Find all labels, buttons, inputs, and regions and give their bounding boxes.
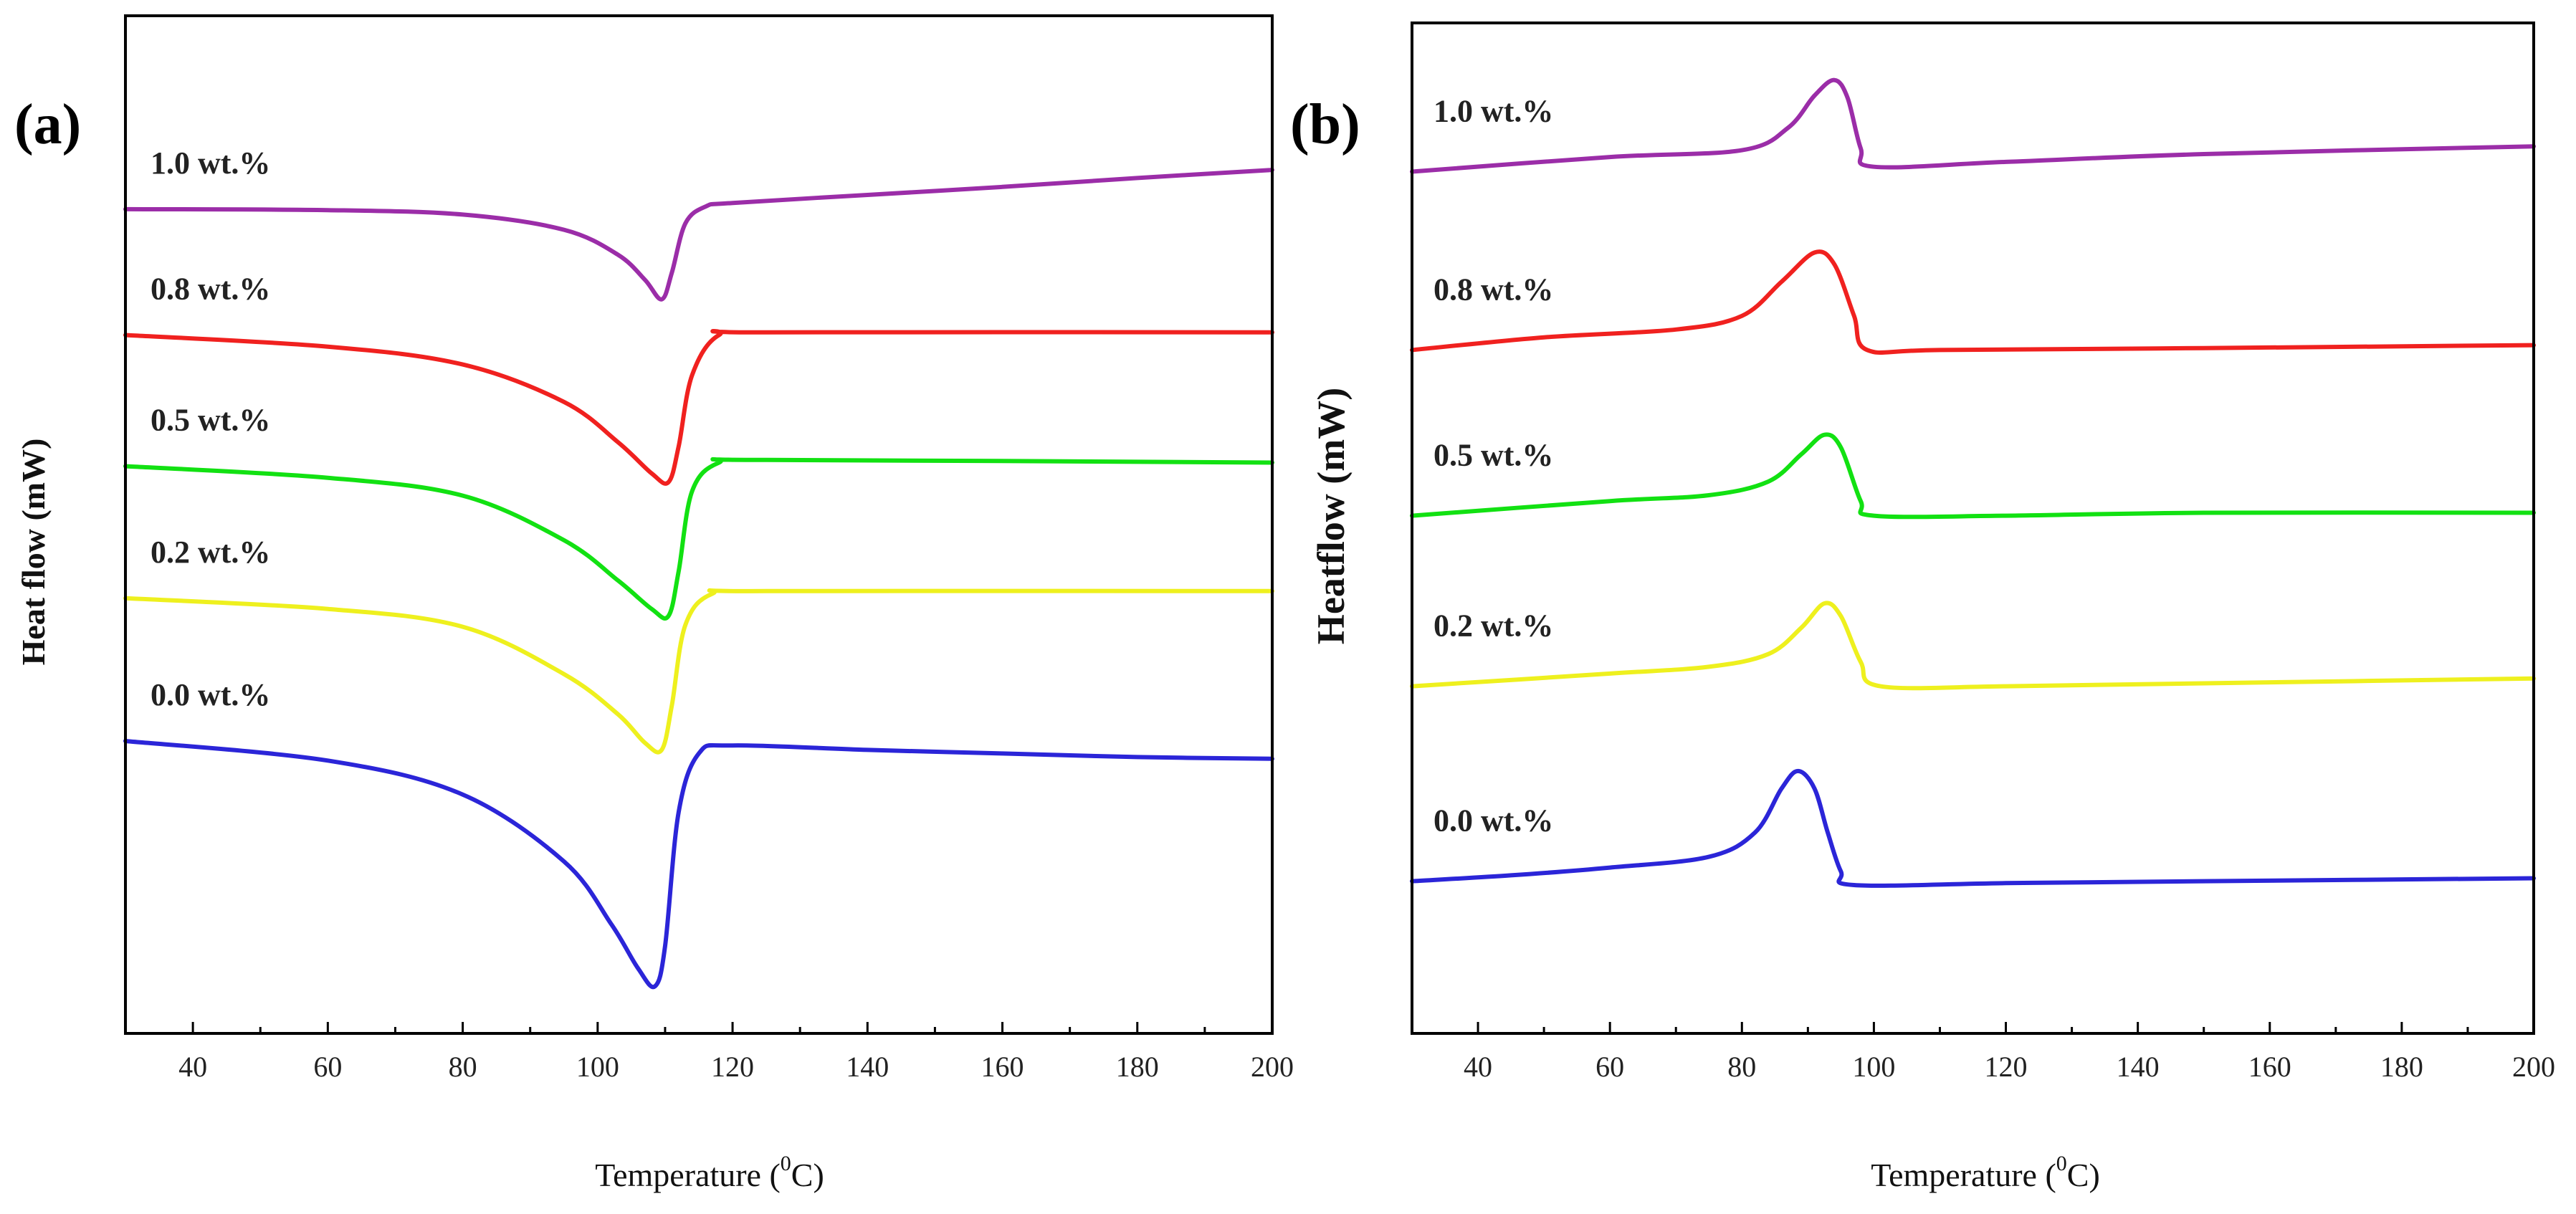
panel-a-series [123,168,1274,990]
x-tick-label: 160 [2248,1051,2291,1083]
x-tick-label: 180 [2380,1051,2423,1083]
panel-a-frame [124,14,1274,1035]
panel-b-series [1410,77,2536,888]
series-line-08 [123,329,1274,486]
series-line-08 [1410,249,2536,355]
series-line-05 [123,457,1274,621]
x-tick-label: 60 [313,1051,342,1083]
x-tick-label: 140 [846,1051,889,1083]
series-label: 0.2 wt.% [1434,608,1553,644]
x-tick-label: 100 [1852,1051,1895,1083]
panel-a-ylabel: Heat flow (mW) [15,439,52,666]
panel-a-xlabel: Temperature (0C) [595,1152,824,1193]
x-tick-label: 160 [981,1051,1024,1083]
panel-b-label: (b) [1290,93,1360,156]
x-tick-label: 40 [178,1051,207,1083]
x-tick-label: 40 [1464,1051,1492,1083]
series-line-00 [1410,768,2536,888]
series-label: 0.2 wt.% [151,535,270,570]
panel-b-xlabel: Temperature (0C) [1871,1152,2100,1193]
series-label: 0.8 wt.% [1434,272,1553,307]
panel-b-frame [1411,21,2535,1035]
panel-b-ticks: 40 60 80 100 120 140 160 180 200 [1411,1022,2555,1083]
x-tick-label: 200 [1251,1051,1294,1083]
panel-b-ylabel: Heatflow (mW) [1310,388,1353,644]
x-tick-label: 120 [1985,1051,2028,1083]
series-line-02 [1410,601,2536,691]
x-tick-label: 140 [2117,1051,2160,1083]
series-line-10 [1410,77,2536,174]
series-label: 1.0 wt.% [151,145,270,181]
x-tick-label: 200 [2512,1051,2555,1083]
series-line-00 [123,739,1274,990]
x-tick-label: 100 [576,1051,619,1083]
x-tick-label: 60 [1595,1051,1624,1083]
series-label: 0.0 wt.% [1434,803,1553,838]
panel-a-chart: (a) Heat flow (mW) Temperature (0C) 1.0 … [14,14,1294,1193]
series-line-02 [123,588,1274,755]
panel-a-annotations: 1.0 wt.% 0.8 wt.% 0.5 wt.% 0.2 wt.% 0.0 wt.% [151,145,270,712]
x-tick-label: 180 [1116,1051,1159,1083]
series-label: 0.0 wt.% [151,677,270,712]
panel-a-label: (a) [14,93,81,156]
panel-a-ticks: 40 60 80 100 120 140 160 180 200 [124,1022,1294,1083]
series-line-10 [123,168,1274,302]
panel-b-annotations: 1.0 wt.% 0.8 wt.% 0.5 wt.% 0.2 wt.% 0.0 wt.% [1434,94,1553,838]
series-line-05 [1410,432,2536,520]
series-label: 0.8 wt.% [151,271,270,306]
x-tick-label: 80 [449,1051,477,1083]
x-tick-label: 80 [1727,1051,1756,1083]
series-label: 1.0 wt.% [1434,94,1553,129]
series-label: 0.5 wt.% [151,402,270,437]
panel-b-chart: (b) Heatflow (mW) Temperature (0C) 1.0 w… [1290,21,2555,1193]
x-tick-label: 120 [711,1051,754,1083]
series-label: 0.5 wt.% [1434,438,1553,473]
